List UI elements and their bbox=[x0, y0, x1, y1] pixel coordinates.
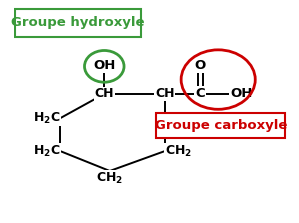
FancyBboxPatch shape bbox=[15, 9, 141, 37]
Text: OH: OH bbox=[93, 59, 115, 72]
FancyBboxPatch shape bbox=[156, 113, 286, 138]
Text: C: C bbox=[196, 87, 205, 100]
Text: $\mathbf{H_2C}$: $\mathbf{H_2C}$ bbox=[33, 144, 60, 159]
Text: CH: CH bbox=[94, 87, 114, 100]
Text: $\mathbf{CH_2}$: $\mathbf{CH_2}$ bbox=[165, 144, 192, 159]
Text: Groupe carboxyle: Groupe carboxyle bbox=[155, 119, 287, 132]
Text: Groupe hydroxyle: Groupe hydroxyle bbox=[11, 16, 145, 29]
Text: $\mathbf{CH_2}$: $\mathbf{CH_2}$ bbox=[96, 171, 123, 186]
Text: OH: OH bbox=[230, 87, 253, 100]
Text: O: O bbox=[195, 59, 206, 72]
Text: $\mathbf{H_2C}$: $\mathbf{H_2C}$ bbox=[33, 111, 60, 126]
Text: CH: CH bbox=[155, 87, 174, 100]
